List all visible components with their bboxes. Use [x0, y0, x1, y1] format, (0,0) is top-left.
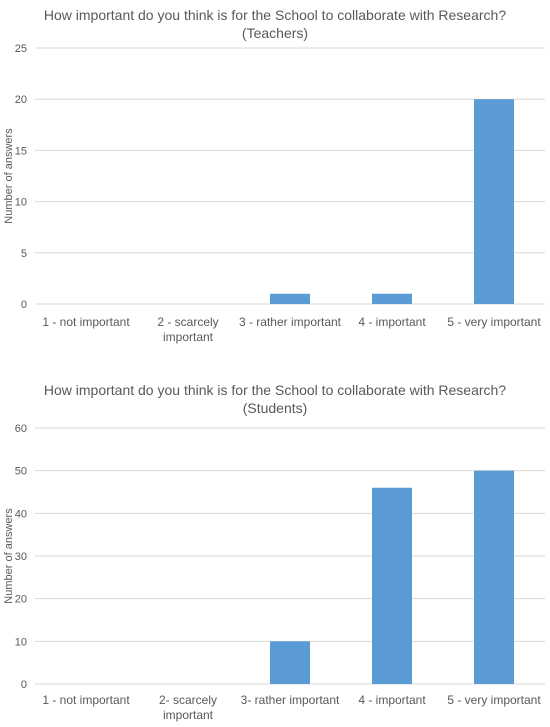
x-tick-label-line: 1 - not important [42, 315, 130, 329]
y-tick-label: 10 [15, 197, 27, 209]
y-tick-label: 50 [15, 466, 27, 478]
chart-subtitle: (Teachers) [241, 25, 309, 41]
x-tick-label: 2- scarcely important [159, 693, 217, 722]
y-tick-label: 0 [21, 299, 27, 311]
chart-subtitle: (Students) [242, 400, 308, 416]
y-tick-label: 25 [15, 43, 27, 55]
y-tick-label: 15 [15, 145, 27, 157]
chart-title: How important do you think is for the Sc… [0, 381, 550, 417]
y-tick-label: 10 [15, 636, 27, 648]
x-tick-label-line: 3- rather important [241, 693, 340, 707]
x-tick-label-line: 5 - very important [447, 693, 541, 707]
x-tick-label: 3 - rather important [239, 315, 342, 329]
x-tick-label-line: important [163, 708, 214, 722]
x-tick-label: 2 - scarcely important [157, 315, 218, 344]
y-tick-label: 5 [21, 248, 27, 260]
x-tick-label-line: 3 - rather important [239, 315, 342, 329]
x-tick-label: 4 - important [358, 693, 426, 707]
chart-title-text: How important do you think is for the Sc… [43, 7, 507, 23]
x-tick-label-line: important [163, 330, 214, 344]
chart-title-text: How important do you think is for the Sc… [43, 382, 507, 398]
x-tick-label-line: 2- scarcely [159, 693, 217, 707]
y-axis-label: Number of answers [3, 508, 15, 604]
bar [372, 293, 412, 304]
x-tick-label: 4 - important [358, 315, 426, 329]
y-tick-label: 30 [15, 551, 27, 563]
x-tick-label-line: 4 - important [358, 693, 426, 707]
bar [270, 641, 310, 684]
y-tick-label: 0 [21, 679, 27, 691]
x-tick-label-line: 2 - scarcely [157, 315, 218, 329]
x-tick-label-line: 5 - very important [447, 315, 541, 329]
chart-plot-students: 0 10 20 30 40 50 60 Number of answers 1 - not im… [3, 423, 545, 722]
chart-students: How important do you think is for the Sc… [0, 375, 550, 727]
x-tick-label-line: 4 - important [358, 315, 426, 329]
y-axis-label: Number of answers [3, 128, 15, 224]
bar [474, 99, 514, 304]
bar [474, 470, 514, 684]
x-tick-label-line: 1 - not important [42, 693, 130, 707]
bar [372, 487, 412, 684]
chart-plot-teachers: 0 5 10 15 20 25 Number of answers 1 - not impor… [3, 43, 545, 344]
x-tick-label: 5 - very important [447, 693, 541, 707]
y-tick-label: 20 [15, 594, 27, 606]
y-tick-label: 60 [15, 423, 27, 435]
x-tick-label: 1 - not important [42, 315, 130, 329]
bar [270, 293, 310, 304]
y-tick-label: 40 [15, 508, 27, 520]
x-tick-label: 3- rather important [241, 693, 340, 707]
chart-title: How important do you think is for the Sc… [0, 6, 550, 42]
x-tick-label: 1 - not important [42, 693, 130, 707]
y-tick-label: 20 [15, 94, 27, 106]
chart-teachers: How important do you think is for the Sc… [0, 0, 550, 360]
x-tick-label: 5 - very important [447, 315, 541, 329]
